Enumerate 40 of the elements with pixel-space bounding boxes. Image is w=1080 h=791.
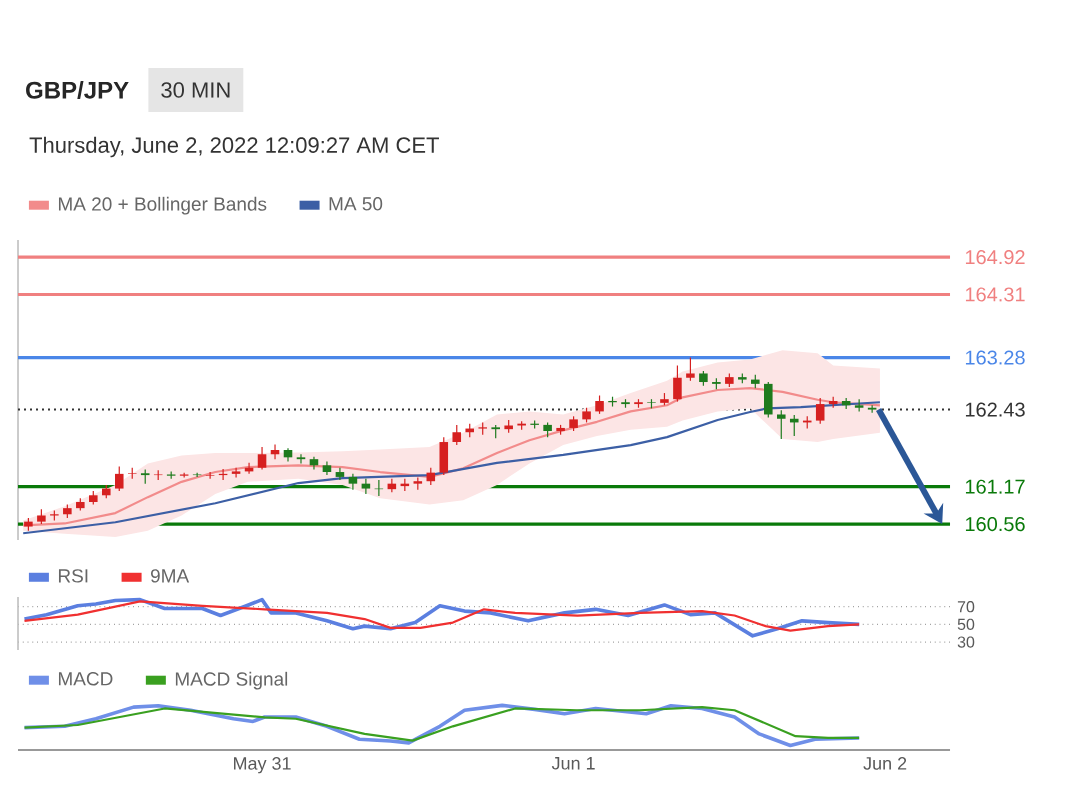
candlestick bbox=[205, 471, 215, 480]
text: Thursday, June 2, 2022 12:09:27 AM CET bbox=[29, 136, 439, 158]
candlestick bbox=[257, 446, 267, 471]
candlestick bbox=[296, 453, 306, 465]
x-tick-label: May 31 bbox=[234, 757, 291, 774]
candlestick bbox=[776, 409, 786, 440]
ref-line-label: 160.56 bbox=[965, 516, 1025, 532]
candlestick bbox=[114, 465, 124, 492]
ref-line-label: 164.31 bbox=[965, 287, 1025, 302]
candlestick bbox=[452, 424, 462, 446]
candlestick bbox=[309, 456, 319, 471]
chart-subtitle: 30 MIN bbox=[161, 82, 230, 98]
legend-label: MACD Signal bbox=[175, 671, 288, 690]
candlestick bbox=[348, 473, 358, 491]
legend-label: 9MA bbox=[150, 569, 190, 583]
candlestick bbox=[867, 404, 877, 414]
y-tick-label: 70 bbox=[957, 601, 975, 613]
legend-label: MACD bbox=[58, 672, 113, 686]
candlestick bbox=[815, 397, 825, 425]
y-tick-label: 30 bbox=[957, 636, 975, 648]
candlestick bbox=[595, 394, 604, 415]
candlestick bbox=[673, 364, 682, 403]
chart-title: GBP/JPY bbox=[26, 81, 129, 99]
line-series bbox=[22, 597, 861, 638]
legend-label: MA 20 + Bollinger Bands bbox=[58, 196, 267, 215]
candlestick bbox=[361, 478, 371, 495]
candlestick bbox=[686, 356, 695, 382]
legend-label: MA 50 bbox=[329, 197, 383, 211]
ref-line-label: 163.28 bbox=[965, 350, 1025, 365]
ref-line-label: 164.92 bbox=[965, 250, 1025, 265]
line-series bbox=[23, 600, 861, 632]
candlestick bbox=[192, 472, 202, 478]
x-tick-label: Jun 2 bbox=[863, 757, 907, 770]
ref-line-label: 161.17 bbox=[965, 479, 1025, 494]
candlestick bbox=[335, 467, 345, 481]
y-tick-label: 50 bbox=[957, 618, 975, 631]
x-tick-label: Jun 1 bbox=[551, 757, 595, 770]
legend-label: RSI bbox=[58, 569, 88, 583]
candlestick bbox=[231, 467, 241, 479]
ref-line-label: 162.43 bbox=[965, 402, 1025, 417]
